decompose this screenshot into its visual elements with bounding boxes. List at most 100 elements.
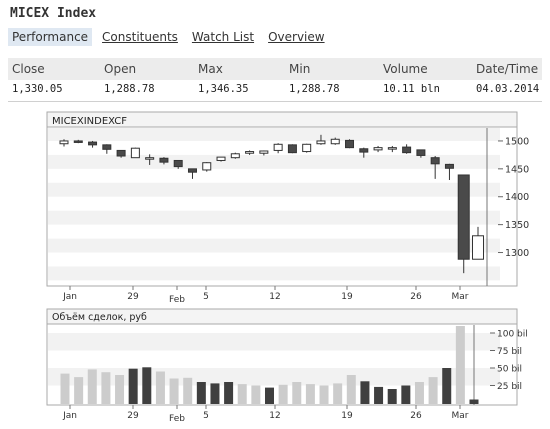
price-panel-frame (46, 111, 518, 287)
price-grid-band (48, 266, 500, 281)
price-candle-body (416, 149, 426, 156)
price-y-tick-label: 1450 (505, 164, 529, 175)
header-max: Max (198, 62, 223, 76)
volume-bar (455, 326, 465, 404)
price-candle-body (130, 147, 140, 159)
price-x-tick-label: 26 (410, 292, 422, 302)
price-y-tick-label: 1500 (505, 136, 529, 147)
price-candle-body (59, 140, 69, 145)
price-candle-body (472, 235, 484, 260)
price-x-tick-label: 12 (269, 292, 280, 302)
volume-bar (60, 373, 70, 404)
tab-constituents[interactable]: Constituents (102, 30, 178, 44)
page-title: MICEX Index (10, 6, 97, 21)
value-open: 1,288.78 (104, 83, 155, 95)
price-candle-body (159, 157, 169, 163)
price-panel-header (46, 111, 518, 128)
tab-watch-list[interactable]: Watch List (191, 30, 255, 44)
volume-bar (87, 369, 97, 404)
volume-y-tick-label: 50 bil (497, 365, 522, 375)
value-max: 1,346.35 (198, 83, 249, 95)
header-datetime: Date/Time (476, 62, 539, 76)
volume-bar (142, 367, 152, 404)
price-candle-body (230, 153, 240, 159)
tab-bar: Performance Constituents Watch List Over… (8, 28, 335, 46)
quote-value-row: 1,330.05 1,288.78 1,346.35 1,288.78 10.1… (8, 79, 542, 101)
price-x-tick-label: 19 (341, 292, 353, 302)
volume-bar (265, 387, 274, 404)
price-candle-body (444, 163, 454, 169)
price-y-tick-label: 1300 (505, 248, 529, 259)
price-x-tick-label: Feb (169, 295, 185, 305)
price-y-tick-label: 1350 (505, 220, 529, 231)
volume-x-tick-label: 29 (127, 411, 139, 421)
price-grid-band (48, 238, 500, 253)
volume-bar (169, 378, 179, 404)
volume-bar (128, 368, 138, 404)
volume-bar (251, 385, 261, 404)
volume-bar (346, 375, 356, 404)
price-x-tick-label: 5 (203, 292, 209, 302)
price-candle-body (88, 141, 98, 146)
header-open: Open (104, 62, 137, 76)
price-candle-body (302, 143, 312, 153)
header-min: Min (289, 62, 311, 76)
price-candle-body (373, 147, 383, 151)
value-volume: 10.11 bln (383, 83, 440, 95)
volume-bar (292, 382, 302, 404)
price-candle-body (245, 151, 255, 154)
volume-bar (469, 399, 479, 404)
volume-bar (305, 384, 315, 404)
volume-x-tick-label: Mar (452, 411, 469, 421)
volume-grid-band (48, 333, 500, 351)
price-candle-body (402, 146, 412, 154)
volume-y-tick-label: 75 bil (497, 347, 522, 357)
price-grid-band (48, 210, 500, 225)
value-min: 1,288.78 (289, 83, 340, 95)
price-candle-body (116, 149, 126, 157)
value-close: 1,330.05 (12, 83, 63, 95)
price-chart-title: MICEXINDEXCF (52, 116, 127, 127)
price-candle-body (359, 148, 369, 153)
price-grid-band (48, 182, 500, 197)
volume-bar (360, 381, 370, 404)
volume-bar (333, 383, 343, 404)
volume-bar (401, 385, 411, 404)
quote-bottom-divider (8, 101, 542, 102)
volume-bar (278, 384, 288, 404)
price-candle-body (259, 150, 269, 154)
price-candle-body (430, 157, 440, 165)
tab-overview[interactable]: Overview (268, 30, 325, 44)
price-candle-body (145, 157, 155, 160)
price-candle-body (173, 159, 183, 168)
volume-bar (101, 372, 111, 404)
volume-bar (183, 377, 193, 404)
quote-header-row: Close Open Max Min Volume Date/Time (8, 58, 542, 80)
price-candle-body (287, 144, 297, 154)
price-grid-band (48, 128, 500, 141)
volume-x-tick-label: Jan (62, 411, 77, 421)
volume-bar (414, 382, 424, 404)
price-x-tick-label: 29 (127, 292, 139, 302)
volume-bar (319, 385, 329, 404)
volume-y-tick-label: 25 bil (497, 382, 522, 392)
volume-x-tick-label: 12 (269, 411, 280, 421)
volume-chart-title: Объём сделок, руб (52, 312, 147, 323)
price-y-tick-label: 1400 (505, 192, 529, 203)
price-candle-body (316, 140, 326, 145)
volume-bar (210, 383, 220, 404)
volume-panel-header (46, 308, 518, 325)
price-candle-body (345, 139, 355, 149)
price-candle-body (457, 174, 470, 260)
tab-performance[interactable]: Performance (8, 28, 93, 46)
price-candle-body (330, 138, 340, 145)
volume-x-tick-label: Feb (169, 414, 185, 424)
price-candle-body (216, 156, 226, 161)
volume-bar (196, 382, 206, 404)
volume-y-tick-label: 100 bil (497, 330, 528, 340)
value-datetime: 04.03.2014 (476, 83, 540, 95)
volume-x-tick-label: 5 (203, 411, 209, 421)
volume-x-tick-label: 26 (410, 411, 422, 421)
price-candle-body (387, 147, 397, 150)
